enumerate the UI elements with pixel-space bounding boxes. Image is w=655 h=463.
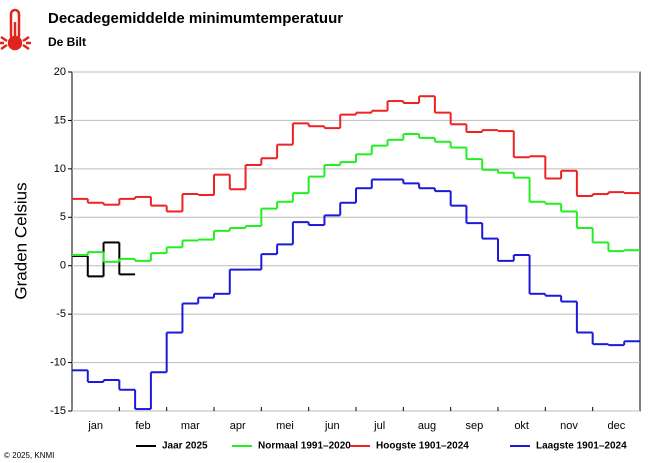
y-tick-label: 10: [54, 163, 66, 175]
x-tick-label: nov: [560, 420, 578, 432]
chart-subtitle: De Bilt: [48, 35, 86, 49]
x-tick-label: mei: [276, 420, 294, 432]
chart-title: Decadegemiddelde minimumtemperatuur: [48, 10, 343, 27]
y-tick-label: -10: [50, 356, 66, 368]
y-tick-label: -15: [50, 405, 66, 417]
legend-label: Jaar 2025: [162, 441, 208, 452]
y-tick-label: 5: [60, 211, 66, 223]
legend-label: Hoogste 1901–2024: [376, 441, 469, 452]
legend-label: Normaal 1991–2020: [258, 441, 351, 452]
series-line: [72, 95, 640, 213]
x-tick-label: apr: [230, 420, 246, 432]
x-tick-label: aug: [418, 420, 436, 432]
thermometer-icon: [0, 8, 31, 51]
x-tick-label: okt: [514, 420, 529, 432]
y-tick-label: 0: [60, 260, 66, 272]
x-tick-label: jun: [324, 420, 340, 432]
x-tick-label: feb: [135, 420, 150, 432]
x-tick-label: mar: [181, 420, 200, 432]
y-axis-label: Graden Celsius: [11, 182, 30, 299]
y-tick-label: 20: [54, 66, 66, 78]
series-line: [72, 178, 640, 411]
legend-label: Laagste 1901–2024: [536, 441, 627, 452]
x-tick-label: sep: [465, 420, 483, 432]
plot-frame: [71, 71, 641, 412]
footer: © 2025, KNMI: [4, 451, 54, 460]
y-tick-label: -5: [56, 308, 66, 320]
x-tick-label: dec: [607, 420, 625, 432]
y-tick-label: 15: [54, 114, 66, 126]
x-tick-label: jul: [373, 420, 385, 432]
x-tick-label: jan: [87, 420, 103, 432]
series-line: [72, 132, 640, 263]
